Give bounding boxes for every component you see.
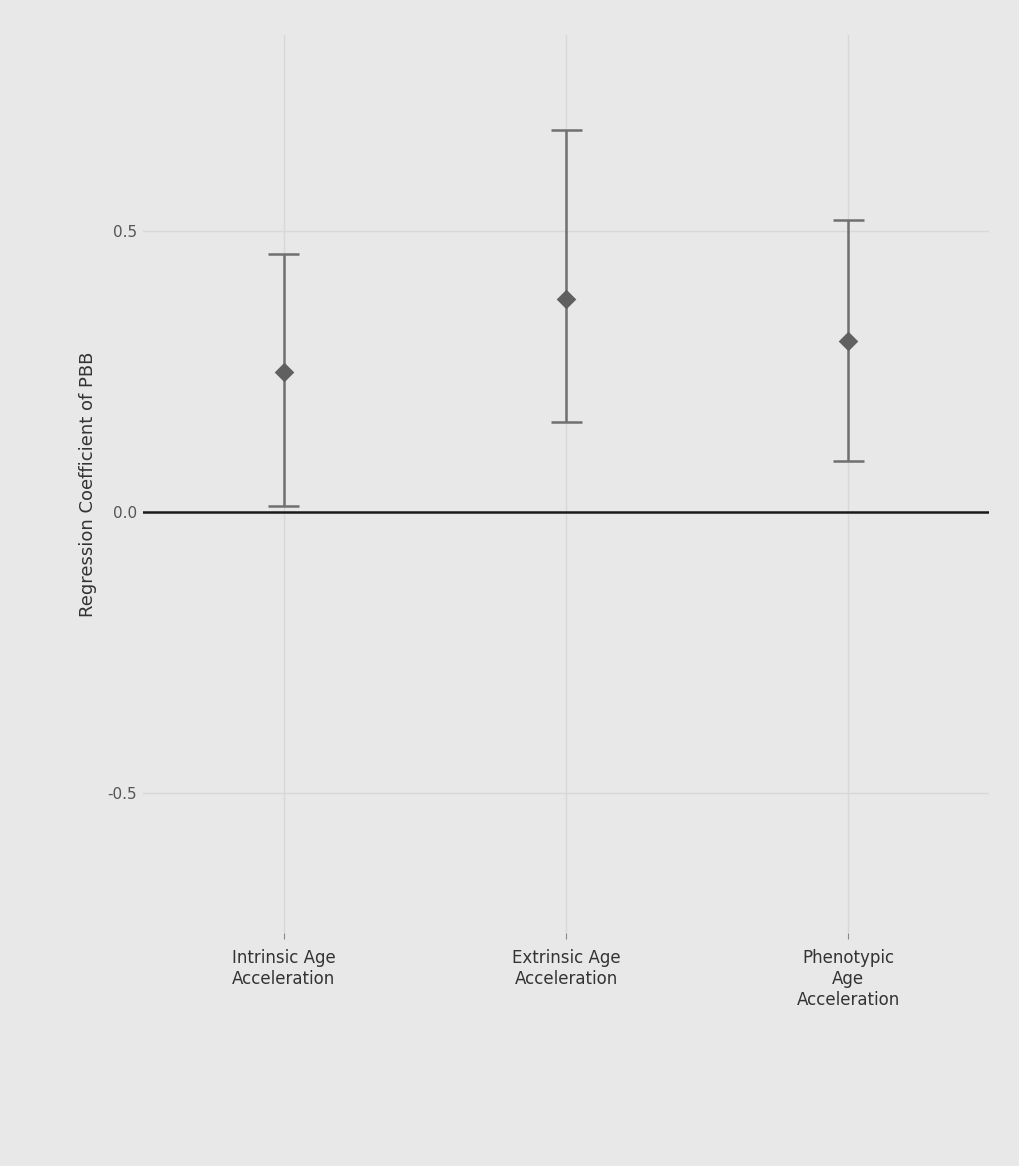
Point	[557, 289, 574, 308]
Point	[840, 331, 856, 350]
Point	[275, 363, 291, 381]
Y-axis label: Regression Coefficient of PBB: Regression Coefficient of PBB	[78, 351, 97, 617]
